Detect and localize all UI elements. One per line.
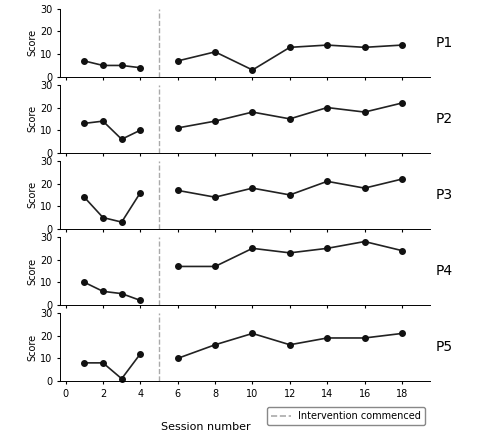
Text: P1: P1 bbox=[436, 36, 453, 50]
Text: Session number: Session number bbox=[161, 422, 250, 432]
Y-axis label: Score: Score bbox=[27, 105, 37, 132]
Y-axis label: Score: Score bbox=[27, 29, 37, 56]
Text: P2: P2 bbox=[436, 112, 452, 126]
Legend: Intervention commenced: Intervention commenced bbox=[268, 407, 425, 425]
Y-axis label: Score: Score bbox=[27, 257, 37, 284]
Text: P4: P4 bbox=[436, 264, 452, 278]
Y-axis label: Score: Score bbox=[27, 181, 37, 209]
Text: P5: P5 bbox=[436, 340, 452, 354]
Text: P3: P3 bbox=[436, 188, 452, 202]
Y-axis label: Score: Score bbox=[27, 334, 37, 361]
